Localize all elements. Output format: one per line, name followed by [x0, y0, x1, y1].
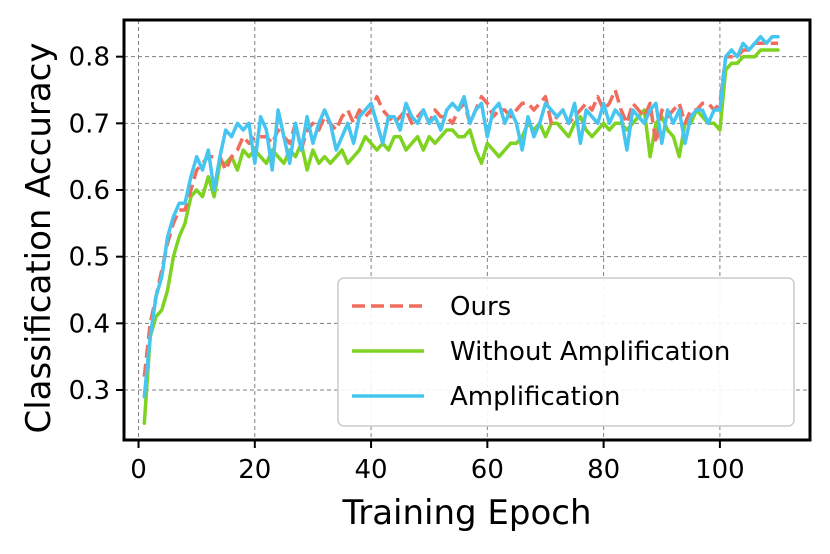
plot-frame: [122, 18, 812, 442]
y-tick-labels: 0.3 0.4 0.5 0.6 0.7 0.8: [69, 43, 110, 406]
series-line-without-amplification: [142, 48, 780, 426]
y-tick-label: 0.6: [69, 176, 110, 206]
legend-label: Without Amplification: [450, 337, 730, 367]
y-tick-label: 0.5: [69, 243, 110, 273]
x-axis-label: Training Epoch: [341, 493, 591, 533]
legend-label: Amplification: [450, 382, 620, 412]
x-tick-label: 80: [587, 455, 620, 485]
x-tick-label: 100: [695, 455, 745, 485]
y-tick-label: 0.3: [69, 376, 110, 406]
y-tick-label: 0.7: [69, 109, 110, 139]
x-tick-label: 0: [130, 455, 147, 485]
x-tick-label: 20: [238, 455, 271, 485]
series-line-amplification: [142, 34, 780, 399]
x-tick-label: 40: [355, 455, 388, 485]
x-tick-label: 60: [471, 455, 504, 485]
y-axis-label: Classification Accuracy: [19, 43, 59, 434]
legend: Ours Without Amplification Amplification: [337, 277, 795, 427]
series-lines: [142, 34, 780, 426]
tick-marks: [116, 55, 721, 448]
legend-label: Ours: [450, 292, 511, 322]
legend-box: [337, 277, 795, 427]
x-tick-labels: 0 20 40 60 80 100: [130, 455, 744, 485]
y-tick-label: 0.4: [69, 309, 110, 339]
y-tick-label: 0.8: [69, 43, 110, 73]
